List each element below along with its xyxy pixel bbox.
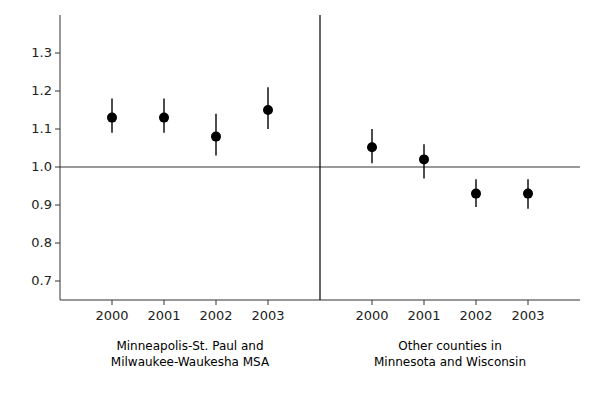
plot-area <box>60 15 580 300</box>
chart: 0.70.80.91.01.11.21.32000200120022003200… <box>0 0 600 405</box>
y-tick-label: 0.9 <box>31 197 52 212</box>
y-tick-label: 1.1 <box>31 121 52 136</box>
point <box>211 132 221 142</box>
point <box>367 142 377 152</box>
x-axis: 2000 2001 2002 2003 2000 2001 2002 2003 <box>60 300 580 323</box>
x-tick <box>216 300 217 305</box>
x-tick-label: 2001 <box>407 308 440 323</box>
y-tick-label: 0.7 <box>31 273 52 288</box>
x-tick <box>112 300 113 305</box>
x-tick-label: 2003 <box>251 308 284 323</box>
y-tick <box>55 53 60 54</box>
group-label-line: Other counties in <box>398 339 501 353</box>
y-tick <box>55 205 60 206</box>
point <box>263 105 273 115</box>
point <box>159 113 169 123</box>
x-tick-label: 2003 <box>511 308 544 323</box>
x-tick <box>424 300 425 305</box>
y-tick <box>55 167 60 168</box>
group-label-line: Minnesota and Wisconsin <box>374 355 526 369</box>
y-tick-label: 1.2 <box>31 83 52 98</box>
x-tick <box>372 300 373 305</box>
y-tick <box>55 281 60 282</box>
y-tick-label: 0.8 <box>31 235 52 250</box>
x-tick-label: 2001 <box>147 308 180 323</box>
group-label: Minneapolis-St. Paul and Milwaukee-Waukes… <box>111 339 270 369</box>
y-tick-label: 1.0 <box>31 159 52 174</box>
group-label: Other counties in Minnesota and Wisconsin <box>374 339 526 369</box>
x-tick-label: 2002 <box>459 308 492 323</box>
x-tick <box>268 300 269 305</box>
group-label-line: Minneapolis-St. Paul and <box>116 339 263 353</box>
reference-line <box>60 167 580 168</box>
y-tick <box>55 243 60 244</box>
point <box>419 154 429 164</box>
y-axis-line <box>60 15 61 300</box>
group-divider <box>319 15 320 300</box>
y-tick <box>55 91 60 92</box>
x-tick-label: 2002 <box>199 308 232 323</box>
y-tick <box>55 129 60 130</box>
point <box>523 189 533 199</box>
group-label-line: Milwaukee-Waukesha MSA <box>111 355 270 369</box>
x-tick <box>164 300 165 305</box>
x-tick <box>528 300 529 305</box>
x-tick-label: 2000 <box>95 308 128 323</box>
x-tick-label: 2000 <box>355 308 388 323</box>
y-axis: 0.7 0.8 0.9 1.0 1.1 1.2 1.3 <box>31 15 60 300</box>
point <box>471 189 481 199</box>
y-tick-label: 1.3 <box>31 45 52 60</box>
point <box>107 113 117 123</box>
x-tick <box>476 300 477 305</box>
